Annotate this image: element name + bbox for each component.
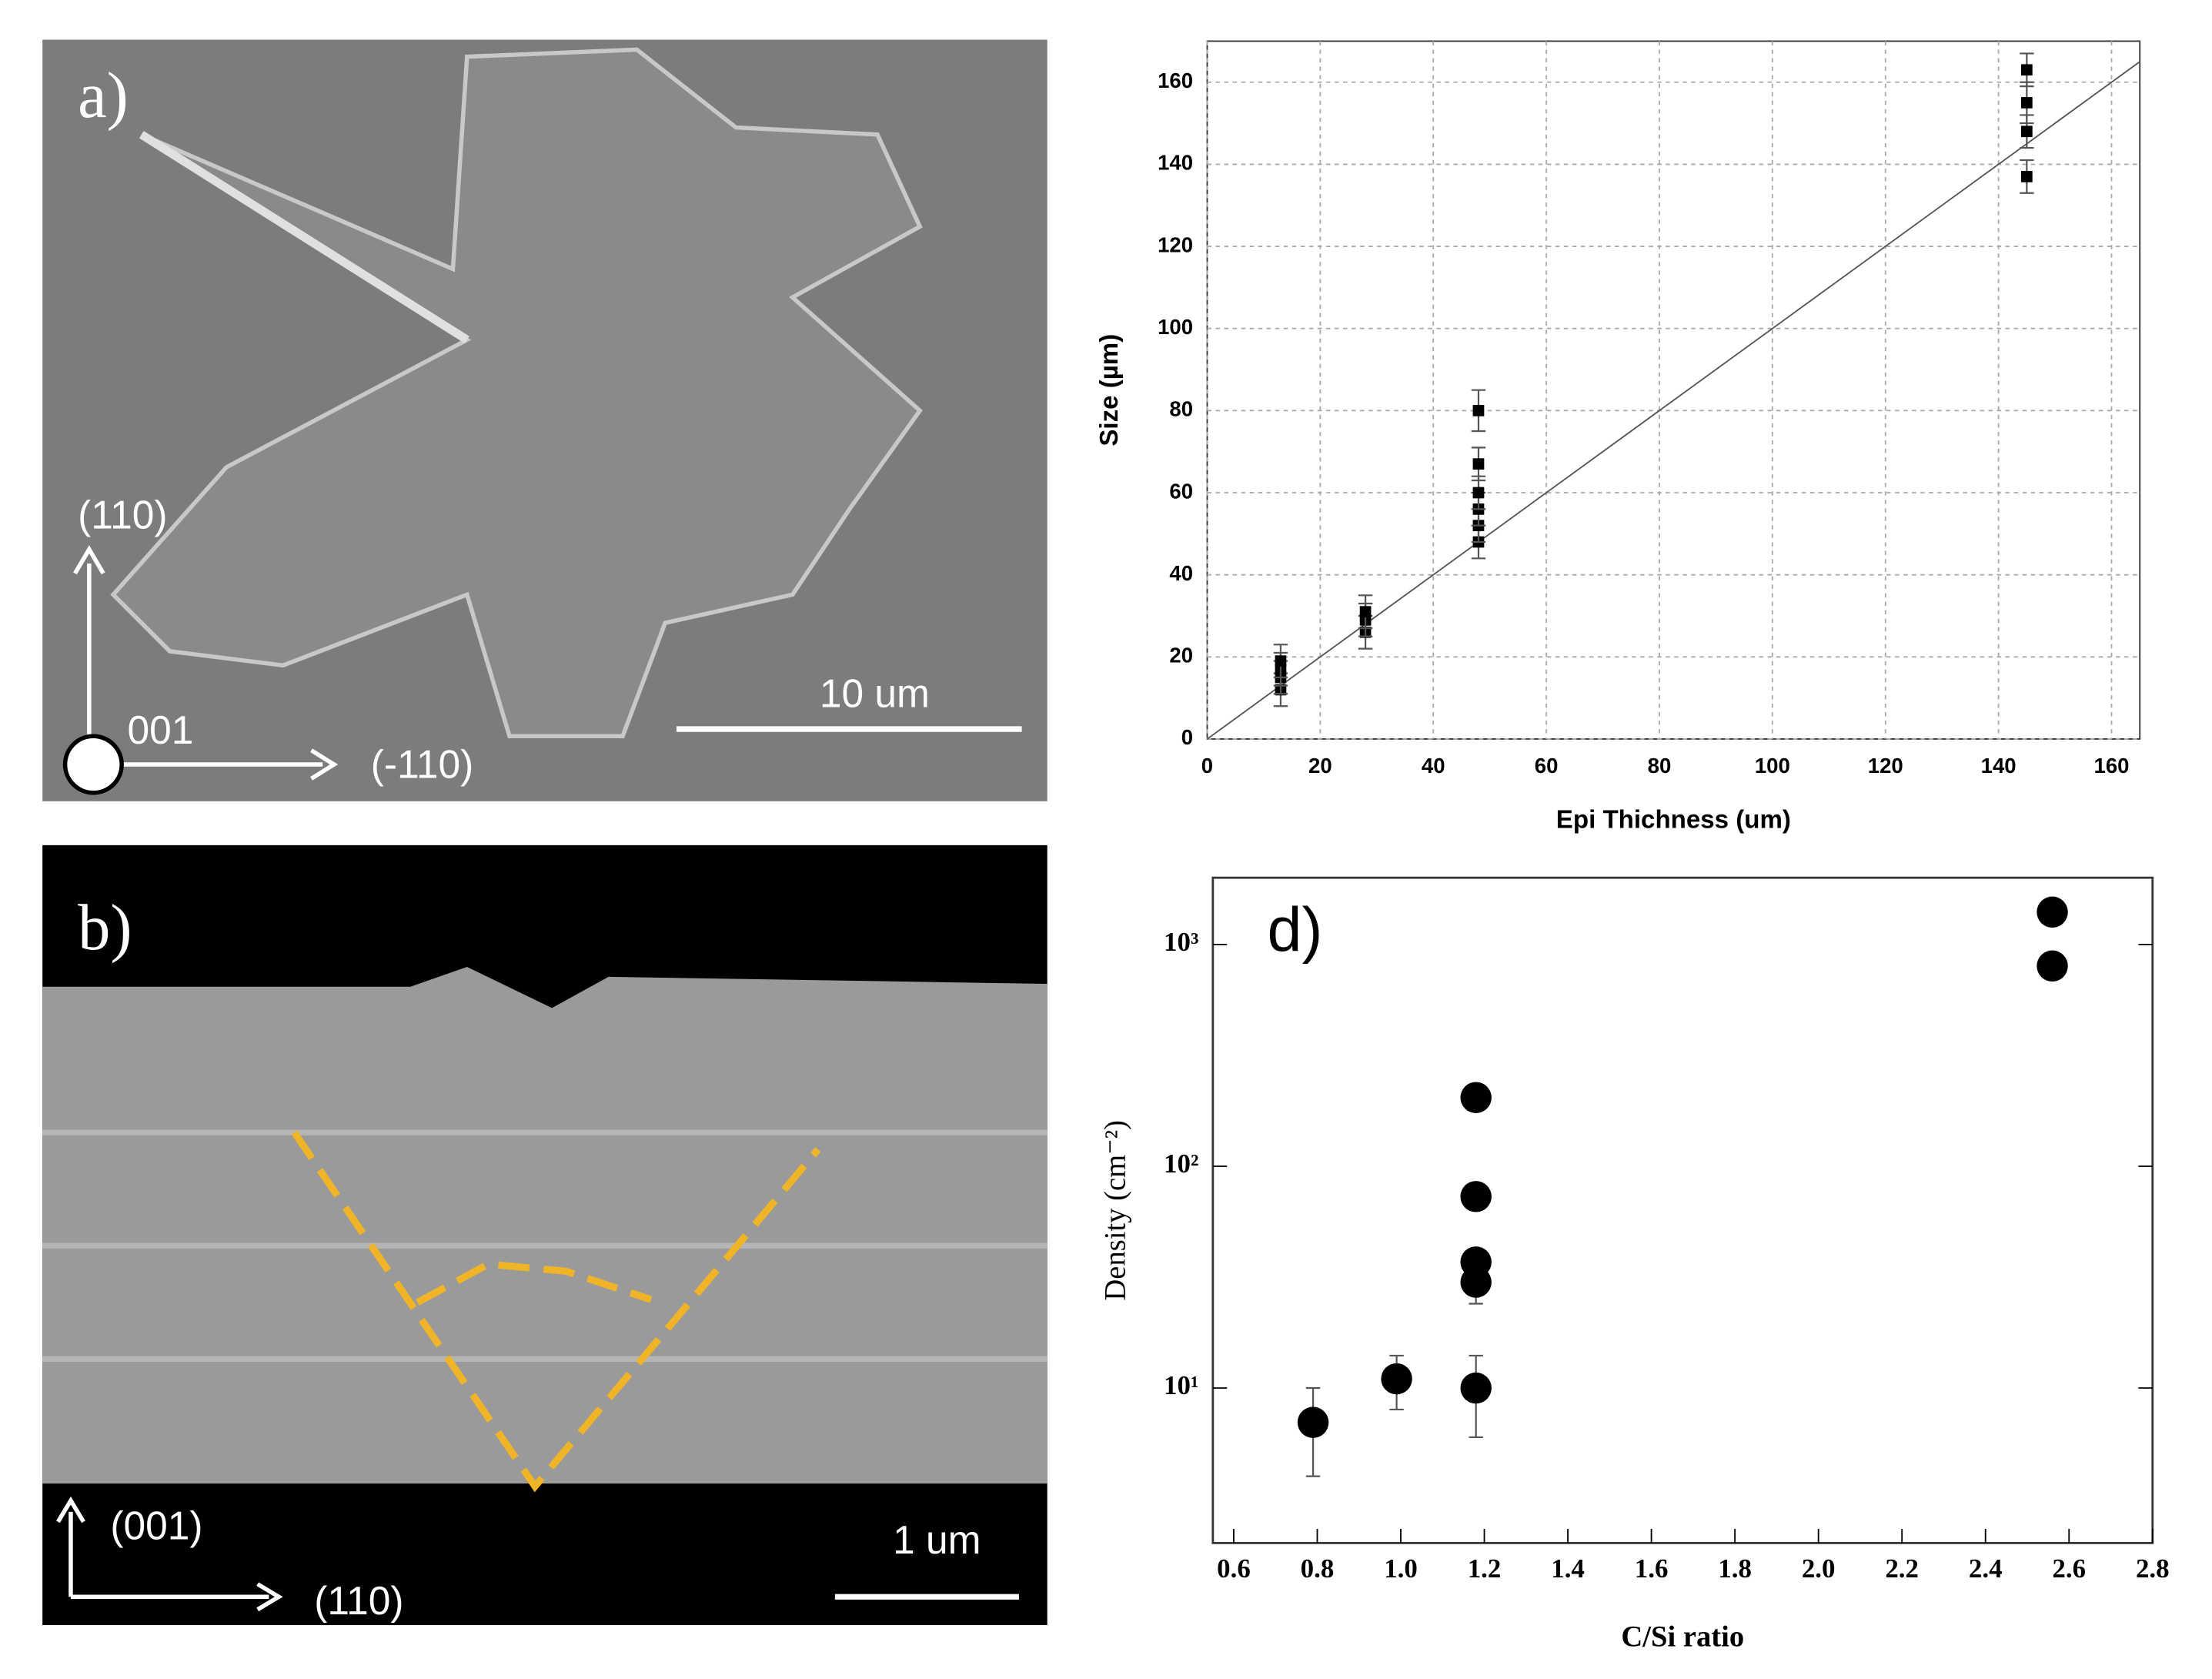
y-tick-label: 10³: [1164, 927, 1198, 957]
facet-lines: [291, 1130, 821, 1493]
point: [2020, 171, 2033, 182]
arrow-head: [256, 1582, 283, 1612]
x-tick-label: 1.2: [1468, 1554, 1502, 1584]
direction-symbol: [62, 734, 124, 795]
y-tick-label: 10²: [1164, 1149, 1198, 1179]
x-tick-label: 140: [1981, 754, 2017, 778]
point: [1472, 404, 1485, 416]
point: [1275, 655, 1287, 667]
plot-area: [1206, 40, 2141, 740]
cross-section: [42, 966, 1048, 1484]
point: [2020, 97, 2033, 109]
point: [1297, 1406, 1329, 1438]
direction-label: (110): [314, 1578, 403, 1623]
defect-outline: [110, 47, 923, 739]
direction-label: (110): [78, 493, 167, 537]
x-tick-label: 160: [2093, 754, 2129, 778]
x-tick-label: 2.2: [1885, 1554, 1919, 1584]
layer-texture: [42, 1129, 1048, 1363]
x-tick-label: 1.6: [1635, 1554, 1669, 1584]
x-tick-label: 0.8: [1301, 1554, 1335, 1584]
y-axis-label: Size (µm): [1095, 334, 1124, 447]
point: [2020, 64, 2033, 76]
panel-a: a) (110) 001 (-110) 10 um: [42, 39, 1048, 801]
point: [1472, 487, 1485, 499]
y-tick-label: 40: [1169, 561, 1193, 585]
point: [1460, 1372, 1492, 1404]
y-tick-label: 60: [1169, 479, 1193, 503]
x-tick-label: 20: [1308, 754, 1332, 778]
x-tick-label: 2.8: [2136, 1554, 2170, 1584]
x-tick-label: 2.6: [2052, 1554, 2086, 1584]
direction-label: 001: [127, 707, 193, 752]
arrow-head: [73, 545, 105, 575]
reference-line: [1206, 61, 2140, 740]
x-axis-label: C/Si ratio: [1621, 1620, 1744, 1653]
scale-label: 1 um: [893, 1517, 981, 1562]
point: [1460, 1246, 1492, 1278]
point: [2037, 950, 2068, 982]
panel-b: b) (001) (110) 1 um: [42, 845, 1048, 1626]
y-tick-label: 140: [1158, 151, 1193, 175]
arrow-head: [56, 1496, 85, 1523]
point: [1359, 606, 1372, 617]
plot-area: [1211, 876, 2154, 1544]
direction-label: (001): [110, 1503, 202, 1548]
x-tick-label: 2.4: [1969, 1554, 2003, 1584]
panel-label: b): [78, 892, 132, 964]
point: [1472, 458, 1485, 470]
y-tick-label: 20: [1169, 644, 1193, 667]
panel-label: d): [1268, 895, 1323, 965]
x-tick-label: 0: [1201, 754, 1213, 778]
y-tick-label: 80: [1169, 397, 1193, 421]
x-tick-label: 80: [1648, 754, 1672, 778]
scale-label: 10 um: [820, 671, 930, 715]
y-tick-label: 160: [1158, 69, 1193, 92]
x-axis-label: Epi Thichness (um): [1556, 805, 1791, 834]
x-tick-label: 1.0: [1384, 1554, 1418, 1584]
x-tick-label: 100: [1755, 754, 1790, 778]
defect-edge: [139, 131, 469, 344]
point: [2020, 125, 2033, 138]
point: [1381, 1363, 1412, 1395]
x-tick-label: 2.0: [1802, 1554, 1836, 1584]
x-tick-label: 60: [1535, 754, 1559, 778]
x-tick-label: 40: [1422, 754, 1445, 778]
y-tick-label: 0: [1181, 725, 1193, 749]
x-tick-label: 0.6: [1217, 1554, 1251, 1584]
arrow-head: [310, 748, 339, 781]
point: [1460, 1082, 1492, 1113]
x-tick-label: 1.4: [1551, 1554, 1585, 1584]
panel-label: a): [78, 60, 129, 132]
y-axis-label: Density (cm⁻²): [1099, 1120, 1131, 1301]
y-tick-label: 100: [1158, 315, 1193, 339]
x-tick-label: 1.8: [1718, 1554, 1752, 1584]
direction-label: (-110): [371, 741, 473, 786]
x-tick-label: 120: [1868, 754, 1903, 778]
point: [1460, 1181, 1492, 1212]
y-tick-label: 10¹: [1164, 1370, 1198, 1400]
y-tick-label: 120: [1158, 232, 1193, 256]
point: [2037, 896, 2068, 928]
